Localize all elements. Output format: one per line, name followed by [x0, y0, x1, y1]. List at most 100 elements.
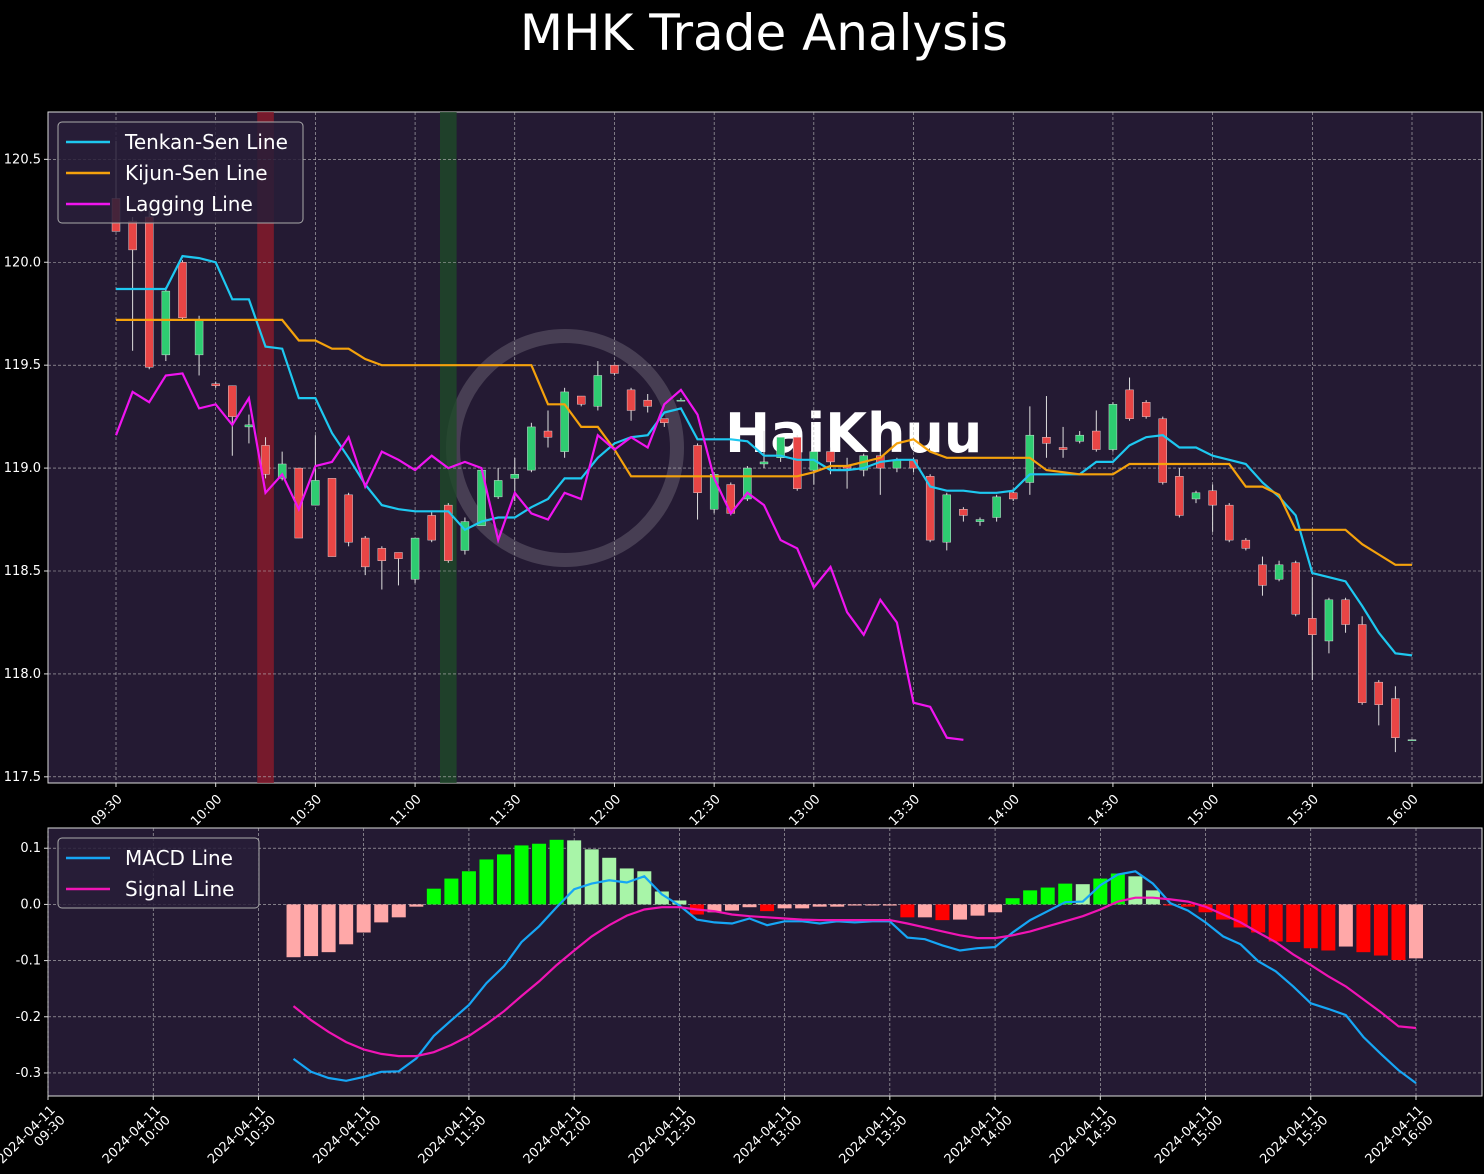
y-tick-label: 119.0 — [4, 461, 41, 476]
histogram-bar — [391, 904, 406, 918]
y-tick-label: 118.0 — [4, 667, 41, 682]
candle-body — [1075, 434, 1084, 442]
candle-body — [975, 519, 985, 522]
series-line — [292, 870, 1417, 1084]
y-tick-label: 120.0 — [4, 255, 41, 270]
histogram-bar — [286, 904, 301, 958]
histogram-bar — [812, 904, 827, 907]
candle-body — [1291, 562, 1300, 615]
series-line — [292, 896, 1417, 1058]
candle-body — [543, 430, 553, 438]
candle-body — [394, 552, 403, 559]
candle-body — [676, 399, 686, 402]
candle-body — [244, 424, 254, 428]
histogram-bar — [1286, 904, 1301, 943]
histogram-bar — [847, 904, 862, 906]
histogram-bar — [1198, 904, 1213, 913]
candle-body — [1058, 447, 1068, 450]
candle-body — [660, 418, 669, 424]
candle-body — [793, 437, 802, 489]
candle-body — [1225, 504, 1234, 541]
candle-body — [161, 290, 171, 356]
candle-body — [1125, 389, 1134, 419]
series-line — [114, 372, 964, 741]
histogram-bar — [1303, 904, 1318, 949]
candle-body — [460, 521, 470, 551]
histogram-bar — [374, 904, 389, 923]
candle-body — [327, 478, 337, 557]
candle-body — [277, 463, 287, 479]
candle-body — [527, 426, 536, 471]
candle-body — [643, 399, 652, 407]
candle-body — [427, 515, 436, 541]
candle-body — [1374, 681, 1383, 705]
histogram-bar — [514, 845, 529, 905]
y-tick-label: -0.1 — [16, 954, 41, 969]
y-tick-label: 119.5 — [4, 358, 41, 373]
histogram-bar — [1391, 904, 1406, 961]
candle-body — [145, 216, 154, 368]
histogram-bar — [426, 888, 441, 905]
histogram-bar — [865, 904, 880, 906]
candle-body — [410, 537, 420, 580]
histogram-bar — [654, 891, 669, 905]
candle-body — [626, 389, 636, 411]
candle-body — [311, 480, 320, 506]
histogram-bar — [356, 904, 371, 933]
histogram-bar — [707, 904, 722, 913]
candle-body — [261, 445, 270, 475]
histogram-bar — [497, 854, 511, 905]
histogram-bar — [777, 904, 792, 909]
histogram-bar — [795, 904, 810, 909]
candle-body — [1158, 418, 1167, 483]
candle-body — [510, 474, 519, 479]
candle-body — [1108, 404, 1118, 450]
legend-label: MACD Line — [125, 846, 233, 870]
candle-body — [344, 494, 353, 543]
candle-body — [1175, 476, 1184, 516]
series-line — [116, 318, 1412, 566]
histogram-bar — [1093, 878, 1108, 905]
plot-area — [47, 827, 1483, 1097]
histogram-bar — [461, 871, 476, 905]
candle-body — [1092, 430, 1101, 450]
histogram-bar — [900, 904, 915, 918]
candle-body — [1191, 492, 1201, 500]
y-tick-label: 120.5 — [4, 152, 41, 167]
legend-label: Signal Line — [125, 877, 234, 901]
histogram-bar — [1321, 904, 1336, 951]
candle-body — [1208, 490, 1217, 506]
histogram-bar — [584, 849, 599, 905]
highlight-band — [440, 112, 457, 783]
histogram-bar — [970, 904, 985, 916]
y-tick-label: -0.2 — [16, 1010, 41, 1025]
candle-body — [1241, 539, 1251, 549]
candle-body — [211, 383, 220, 386]
candle-body — [1341, 599, 1350, 625]
histogram-bar — [444, 878, 459, 905]
candle-body — [444, 504, 453, 561]
histogram-bar — [321, 904, 336, 953]
histogram-bar — [1163, 904, 1178, 906]
candle-body — [743, 467, 752, 500]
candle-body — [942, 494, 951, 543]
histogram-bar — [742, 904, 757, 908]
legend-label: Lagging Line — [125, 192, 253, 216]
histogram-bar — [1023, 890, 1038, 905]
candle-body — [610, 364, 619, 374]
histogram-bar — [1338, 904, 1353, 947]
candle-body — [776, 437, 785, 458]
legend-box — [57, 837, 260, 909]
histogram-bar — [549, 839, 564, 905]
candle-body — [194, 319, 204, 356]
histogram-bar — [1373, 904, 1388, 956]
histogram-bar — [1058, 883, 1073, 905]
histogram-bar — [339, 904, 354, 945]
histogram-bar — [479, 859, 494, 905]
candle-body — [826, 451, 835, 463]
histogram-bar — [304, 904, 319, 957]
histogram-bar — [1409, 904, 1423, 959]
y-tick-label: 118.5 — [4, 564, 41, 579]
candle-body — [361, 537, 370, 568]
histogram-bar — [1040, 887, 1055, 905]
